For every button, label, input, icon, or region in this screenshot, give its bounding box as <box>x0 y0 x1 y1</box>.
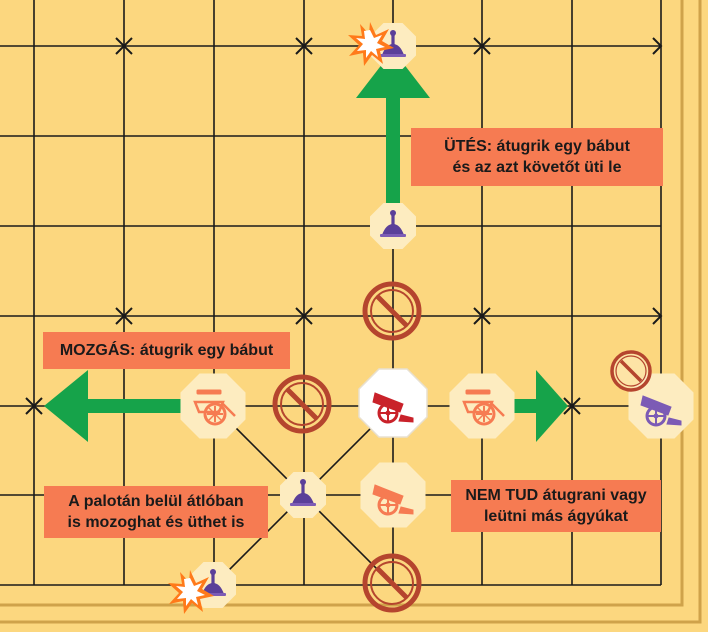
no-entry-icon <box>610 350 652 392</box>
no-entry-icon <box>275 377 329 431</box>
capture-arrow <box>356 50 430 204</box>
purple-soldier-mid-piece[interactable] <box>370 203 416 249</box>
capture-rule-label: ÜTÉS: átugrik egy bábut és az azt követő… <box>411 128 663 186</box>
palace-rule-line2: is mozoghat és üthet is <box>67 514 245 531</box>
palace-rule-label: A palotán belül átlóban is mozoghat és ü… <box>44 486 268 538</box>
red-cannon-piece[interactable] <box>358 368 428 438</box>
cannot-rule-line1: NEM TUD átugrani vagy <box>465 487 647 504</box>
capture-rule-line2: és az azt követőt üti le <box>452 159 622 176</box>
palace-soldier-piece[interactable] <box>280 472 326 518</box>
capture-rule-line1: ÜTÉS: átugrik egy bábut <box>444 138 630 155</box>
no-entry-icon <box>365 284 419 338</box>
cannot-rule-label: NEM TUD átugrani vagy leütni más ágyúkat <box>451 480 661 532</box>
position-markers <box>25 37 663 415</box>
move-rule-label: MOZGÁS: átugrik egy bábut <box>43 332 290 369</box>
orange-cannon-piece[interactable] <box>360 462 426 528</box>
move-left-arrow <box>44 370 192 442</box>
right-chariot-piece[interactable] <box>449 373 515 439</box>
move-rule-line1: MOZGÁS: átugrik egy bábut <box>59 342 274 359</box>
left-chariot-piece[interactable] <box>180 373 246 439</box>
cannot-rule-line2: leütni más ágyúkat <box>483 508 629 525</box>
no-entry-icon <box>365 556 419 610</box>
palace-rule-line1: A palotán belül átlóban <box>68 493 244 510</box>
board-frame <box>0 0 702 624</box>
